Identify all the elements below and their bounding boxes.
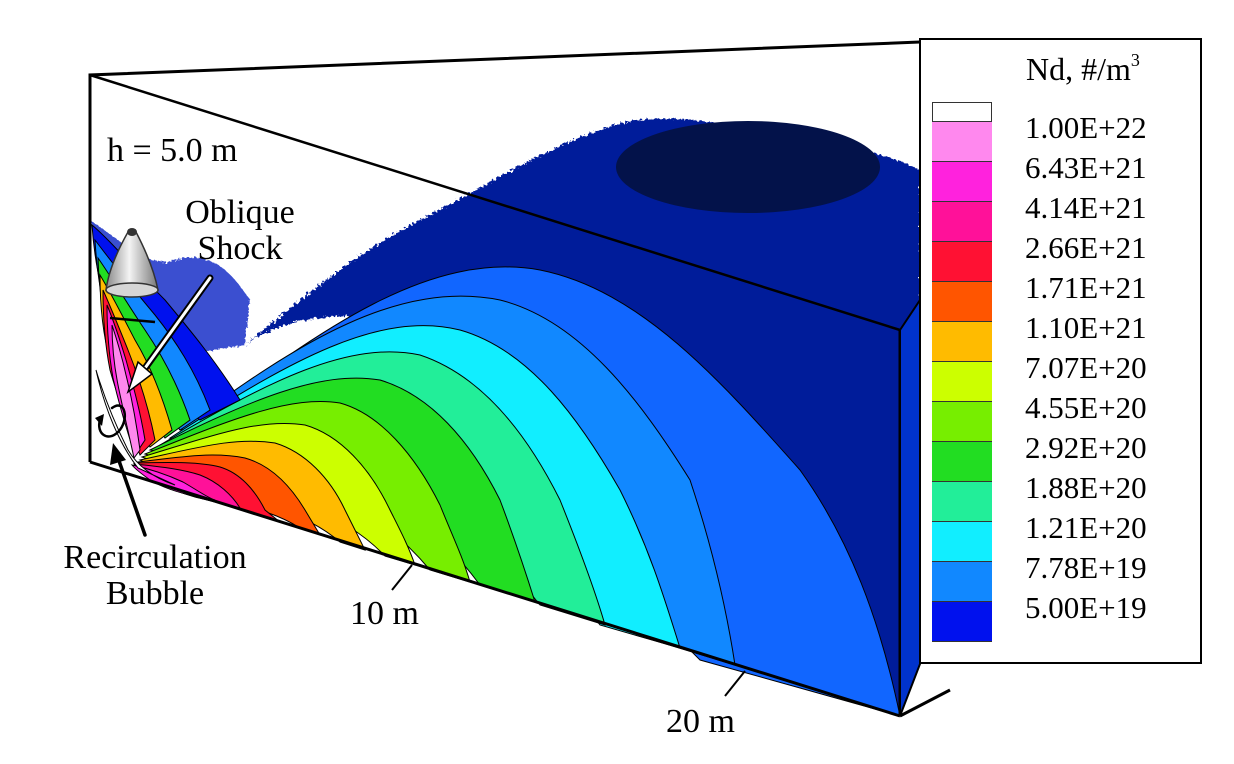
legend-swatch <box>932 102 992 122</box>
legend-title-text: Nd, #/m <box>1026 51 1131 87</box>
legend-swatch <box>932 442 992 482</box>
legend-tick-label: 1.71E+21 <box>1025 270 1147 305</box>
legend-swatch <box>932 562 992 602</box>
legend-swatch <box>932 362 992 402</box>
oblique-shock-label: Oblique Shock <box>170 195 310 267</box>
tick-20m <box>724 670 746 697</box>
legend-tick-label: 1.21E+20 <box>1025 510 1147 545</box>
height-label: h = 5.0 m <box>107 133 238 169</box>
legend-swatch <box>932 202 992 242</box>
legend-swatch <box>932 162 992 202</box>
recirculation-line-1: Recirculation <box>63 539 247 576</box>
legend-swatch <box>932 242 992 282</box>
legend-swatch <box>932 282 992 322</box>
legend-tick-label: 1.00E+22 <box>1025 110 1147 145</box>
colorbar-legend: Nd, #/m3 1.00E+22 6.43E+21 4.14E+21 2.66E+2… <box>919 38 1202 664</box>
annotation-arrows <box>95 274 214 537</box>
legend-tick-label: 4.55E+20 <box>1025 390 1147 425</box>
recirculation-bubble-label: Recirculation Bubble <box>35 540 275 612</box>
legend-tick-label: 6.43E+21 <box>1025 150 1147 185</box>
legend-tick-label: 1.10E+21 <box>1025 310 1147 345</box>
legend-swatch <box>932 522 992 562</box>
legend-tick-label: 4.14E+21 <box>1025 190 1147 225</box>
recirculation-region <box>95 369 176 486</box>
oblique-shock-line-2: Shock <box>197 230 283 267</box>
legend-tick-label: 5.00E+19 <box>1025 590 1147 625</box>
legend-swatch <box>932 482 992 522</box>
legend-title-exponent: 3 <box>1130 50 1140 70</box>
legend-swatch <box>932 602 992 642</box>
legend-tick-label: 2.92E+20 <box>1025 430 1147 465</box>
height-label-text: h = 5.0 m <box>107 132 238 169</box>
legend-tick-label: 7.78E+19 <box>1025 550 1147 585</box>
tick-10m <box>391 564 413 591</box>
legend-title: Nd, #/m3 <box>1026 50 1140 87</box>
legend-swatch <box>932 322 992 362</box>
legend-swatch <box>932 122 992 162</box>
recirculation-line-2: Bubble <box>105 575 205 612</box>
legend-swatch <box>932 402 992 442</box>
distance-label-20m: 20 m <box>666 703 735 740</box>
legend-tick-label: 2.66E+21 <box>1025 230 1147 265</box>
contour-bands <box>130 266 901 717</box>
dense-dark-patch <box>616 121 880 213</box>
legend-tick-label: 7.07E+20 <box>1025 350 1147 385</box>
oblique-shock-line-1: Oblique <box>185 194 295 231</box>
distance-label-10m: 10 m <box>350 595 419 632</box>
legend-tick-label: 1.88E+20 <box>1025 470 1147 505</box>
capsule <box>105 228 159 324</box>
domain-side-face <box>899 296 921 717</box>
